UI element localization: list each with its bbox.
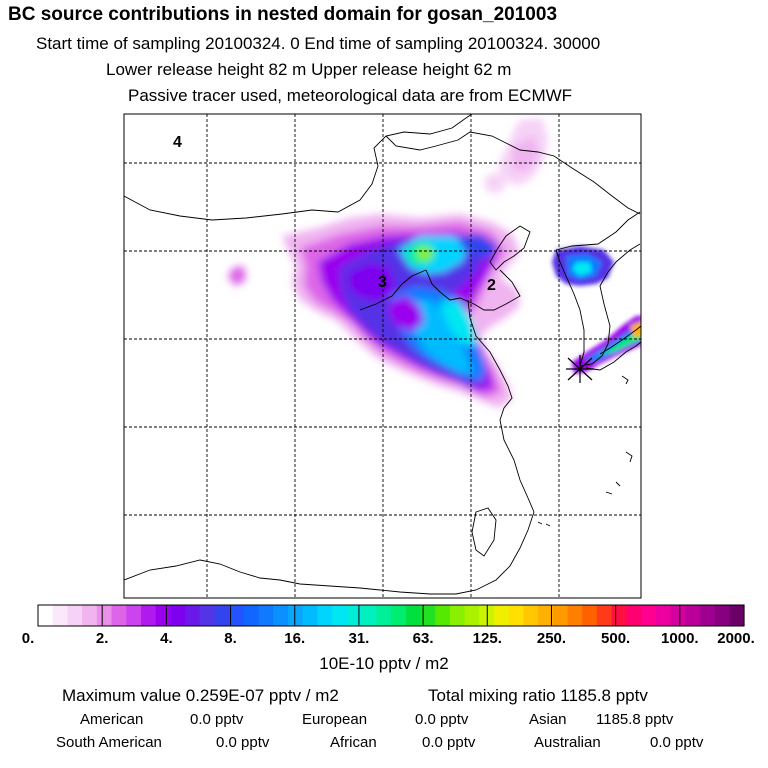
colorbar-cell: [302, 605, 319, 626]
colorbar-cell: [641, 605, 657, 626]
south-american-value: 0.0 pptv: [216, 734, 270, 751]
gridlines: [124, 114, 641, 598]
european-label: European: [302, 711, 368, 728]
colorbar-cell: [361, 605, 377, 626]
australian-label: Australian: [534, 734, 601, 751]
colorbar: [37, 604, 745, 627]
colorbar-cell: [538, 605, 554, 626]
colorbar-cell: [699, 605, 716, 626]
colorbar-cell: [670, 605, 686, 626]
colorbar-tick-label: 125.: [472, 630, 502, 647]
colorbar-cell: [96, 605, 113, 626]
colorbar-tick-label: 31.: [348, 630, 370, 647]
african-label: African: [330, 734, 377, 751]
colorbar-cell: [376, 605, 392, 626]
colorbar-cell: [229, 605, 245, 626]
colorbar-tick-label: 1000.: [661, 630, 699, 647]
colorbar-cell: [464, 605, 480, 626]
release-height-line: Lower release height 82 m Upper release …: [106, 60, 512, 79]
colorbar-cell: [258, 605, 274, 626]
colorbar-cell: [391, 605, 407, 626]
colorbar-cell: [596, 605, 613, 626]
asian-label: Asian: [529, 711, 567, 728]
receptor-marker: [566, 355, 594, 383]
colorbar-cell: [523, 605, 539, 626]
colorbar-cell: [493, 605, 510, 626]
south-american-label: South American: [56, 734, 162, 751]
american-value: 0.0 pptv: [190, 711, 244, 728]
colorbar-cell: [346, 605, 363, 626]
colorbar-cell: [199, 605, 216, 626]
colorbar-cell: [140, 605, 157, 626]
colorbar-cell: [288, 605, 304, 626]
colorbar-cell: [729, 605, 745, 626]
colorbar-frame: [37, 604, 745, 627]
colorbar-cell: [435, 605, 451, 626]
map-frame: [123, 113, 642, 599]
colorbar-cell: [52, 605, 69, 626]
colorbar-tick-label: 16.: [284, 630, 306, 647]
colorbar-cell: [582, 605, 598, 626]
total-mixing-ratio: Total mixing ratio 1185.8 pptv: [428, 686, 648, 705]
colorbar-cell: [567, 605, 583, 626]
colorbar-cell: [420, 605, 436, 626]
colorbar-tick-label: 250.: [536, 630, 567, 647]
colorbar-cell: [552, 605, 569, 626]
colorbar-cell: [405, 605, 422, 626]
colorbar-cell: [611, 605, 627, 626]
colorbar-cell: [317, 605, 333, 626]
coastlines: [124, 114, 641, 595]
european-value: 0.0 pptv: [415, 711, 469, 728]
plume-korea: [552, 246, 614, 286]
colorbar-tick-label: 2000.: [717, 630, 755, 647]
colorbar-cell: [214, 605, 230, 626]
colorbar-tick-label: 4.: [160, 630, 173, 647]
asian-value: 1185.8 pptv: [596, 711, 674, 728]
american-label: American: [80, 711, 144, 728]
australian-value: 0.0 pptv: [650, 734, 704, 751]
colorbar-cell: [185, 605, 201, 626]
sampling-time-line: Start time of sampling 20100324. 0 End t…: [36, 34, 601, 53]
colorbar-tick-label: 63.: [412, 630, 434, 647]
map-content: [124, 114, 641, 598]
african-value: 0.0 pptv: [422, 734, 476, 751]
colorbar-cell: [82, 605, 98, 626]
colorbar-cell: [655, 605, 672, 626]
max-value: Maximum value 0.259E-07 pptv / m2: [62, 686, 339, 705]
map-label-4: 4: [173, 134, 182, 151]
plume-northeast: [228, 118, 548, 286]
chart-title: BC source contributions in nested domain…: [8, 4, 558, 25]
colorbar-cell: [170, 605, 186, 626]
colorbar-cell: [508, 605, 524, 626]
colorbar-cell: [626, 605, 642, 626]
colorbar-cell: [111, 605, 127, 626]
colorbar-tick-label: 500.: [601, 630, 631, 647]
colorbar-cell: [126, 605, 142, 626]
colorbar-cell: [449, 605, 466, 626]
colorbar-cell: [714, 605, 730, 626]
plume-main: [282, 214, 520, 408]
colorbar-units: 10E-10 pptv / m2: [319, 654, 449, 673]
colorbar-cell: [273, 605, 289, 626]
info-line: Passive tracer used, meteorological data…: [128, 86, 573, 105]
colorbar-cell: [155, 605, 171, 626]
colorbar-tick-label: 0.: [21, 630, 35, 647]
colorbar-cell: [243, 605, 260, 626]
map-label-2: 2: [487, 277, 496, 294]
colorbar-cell: [38, 605, 54, 626]
plume-kyushu: [572, 316, 641, 374]
colorbar-cell: [685, 605, 701, 626]
colorbar-cell: [67, 605, 83, 626]
map-label-3: 3: [378, 274, 387, 291]
colorbar-cell: [332, 605, 348, 626]
colorbar-tick-label: 8.: [224, 630, 237, 647]
colorbar-tick-label: 2.: [95, 630, 109, 647]
